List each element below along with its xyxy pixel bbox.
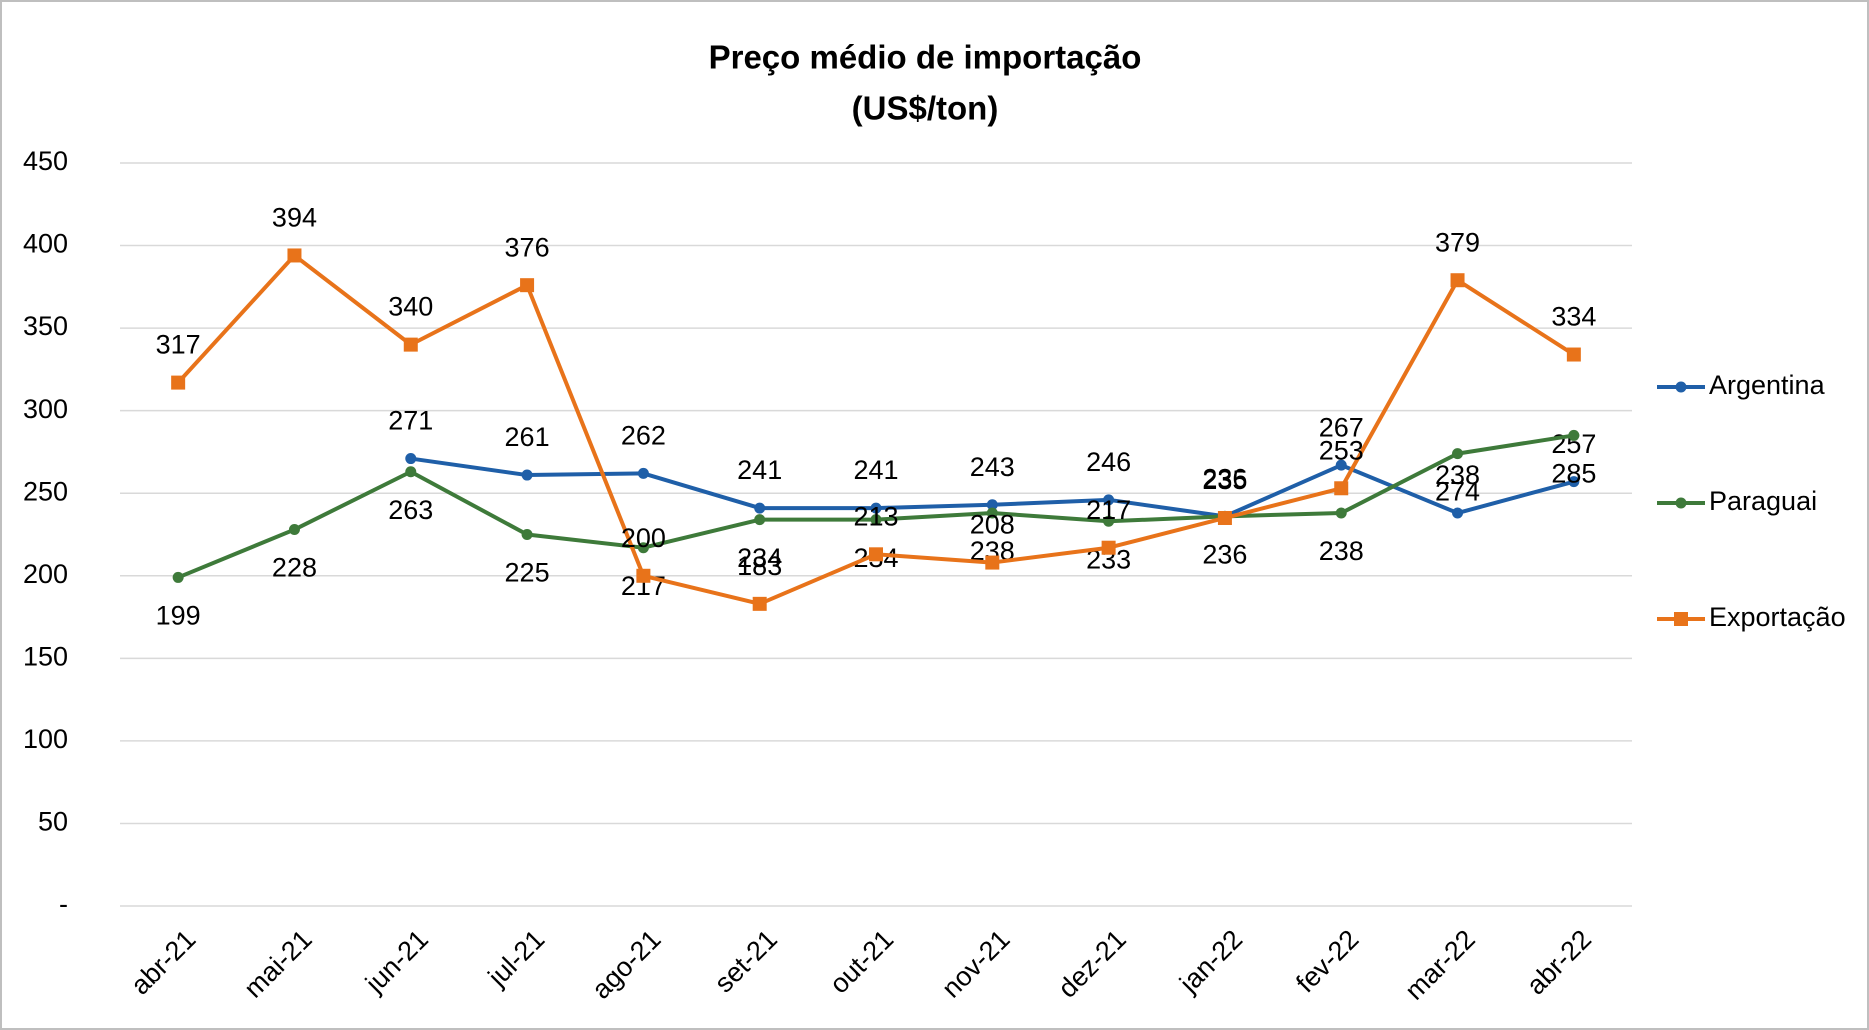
marker bbox=[1217, 510, 1232, 525]
marker bbox=[520, 278, 535, 293]
data-label: 379 bbox=[1435, 227, 1480, 257]
marker bbox=[521, 469, 533, 481]
data-label: 243 bbox=[970, 452, 1015, 482]
chart-title: Preço médio de importação bbox=[709, 39, 1142, 76]
data-label: 228 bbox=[272, 553, 317, 583]
marker bbox=[870, 502, 882, 514]
data-label: 253 bbox=[1319, 435, 1364, 465]
y-tick-label: 400 bbox=[23, 229, 68, 259]
data-label: 199 bbox=[156, 601, 201, 631]
marker bbox=[1452, 507, 1464, 519]
marker bbox=[752, 596, 767, 611]
marker bbox=[1103, 494, 1115, 506]
data-label: 213 bbox=[853, 501, 898, 531]
marker bbox=[1566, 347, 1581, 362]
y-tick-label: - bbox=[59, 889, 68, 919]
y-tick-label: 450 bbox=[23, 146, 68, 176]
marker bbox=[636, 568, 651, 583]
y-tick-label: 300 bbox=[23, 394, 68, 424]
marker bbox=[1101, 540, 1116, 555]
data-label: 217 bbox=[1086, 495, 1131, 525]
data-label: 246 bbox=[1086, 447, 1131, 477]
marker bbox=[870, 514, 882, 526]
marker bbox=[985, 555, 1000, 570]
legend-marker bbox=[1675, 497, 1687, 509]
marker bbox=[521, 529, 533, 540]
data-label: 238 bbox=[1435, 460, 1480, 490]
y-tick-label: 200 bbox=[23, 559, 68, 589]
marker bbox=[288, 524, 300, 536]
data-label: 208 bbox=[970, 510, 1015, 540]
marker bbox=[754, 514, 766, 526]
marker bbox=[754, 502, 766, 514]
chart-subtitle: (US$/ton) bbox=[852, 90, 999, 127]
data-label: 274 bbox=[1435, 477, 1480, 507]
data-label: 235 bbox=[1202, 465, 1247, 495]
data-label: 267 bbox=[1319, 412, 1364, 442]
marker bbox=[405, 466, 417, 478]
data-label: 271 bbox=[388, 406, 433, 436]
data-label: 394 bbox=[272, 203, 317, 233]
data-label: 238 bbox=[1319, 536, 1364, 566]
marker bbox=[1335, 507, 1347, 519]
marker bbox=[287, 248, 302, 263]
marker bbox=[986, 507, 998, 519]
data-label: 317 bbox=[156, 330, 201, 360]
marker bbox=[986, 499, 998, 511]
marker bbox=[1568, 476, 1580, 488]
data-label: 236 bbox=[1202, 539, 1247, 569]
data-label: 262 bbox=[621, 421, 666, 451]
marker bbox=[403, 337, 418, 352]
marker bbox=[405, 453, 417, 465]
y-tick-label: 100 bbox=[23, 724, 68, 754]
marker bbox=[1103, 515, 1115, 527]
data-label: 200 bbox=[621, 523, 666, 553]
marker bbox=[637, 467, 649, 479]
data-label: 263 bbox=[388, 495, 433, 525]
marker bbox=[1452, 448, 1464, 460]
data-label: 241 bbox=[737, 455, 782, 485]
marker bbox=[1334, 481, 1349, 496]
data-label: 340 bbox=[388, 292, 433, 322]
y-tick-label: 250 bbox=[23, 476, 68, 506]
marker bbox=[1450, 273, 1465, 288]
legend-label: Argentina bbox=[1709, 370, 1826, 400]
legend-label: Paraguai bbox=[1709, 486, 1817, 516]
data-label: 376 bbox=[505, 232, 550, 262]
data-label: 225 bbox=[505, 558, 550, 588]
marker bbox=[172, 571, 184, 583]
legend-marker bbox=[1674, 612, 1688, 626]
data-label: 234 bbox=[737, 543, 782, 573]
data-label: 183 bbox=[737, 551, 782, 581]
data-label: 334 bbox=[1551, 302, 1596, 332]
y-tick-label: 150 bbox=[23, 641, 68, 671]
data-label: 285 bbox=[1551, 459, 1596, 489]
legend-label: Exportação bbox=[1709, 602, 1846, 632]
legend-marker bbox=[1675, 381, 1687, 393]
marker bbox=[1335, 459, 1347, 471]
marker bbox=[1568, 429, 1580, 441]
data-label: 261 bbox=[505, 422, 550, 452]
y-tick-label: 350 bbox=[23, 311, 68, 341]
data-label: 236 bbox=[1202, 463, 1247, 493]
marker bbox=[171, 375, 186, 390]
y-tick-label: 50 bbox=[38, 807, 68, 837]
marker bbox=[637, 542, 649, 554]
marker bbox=[869, 547, 883, 562]
data-label: 241 bbox=[853, 455, 898, 485]
